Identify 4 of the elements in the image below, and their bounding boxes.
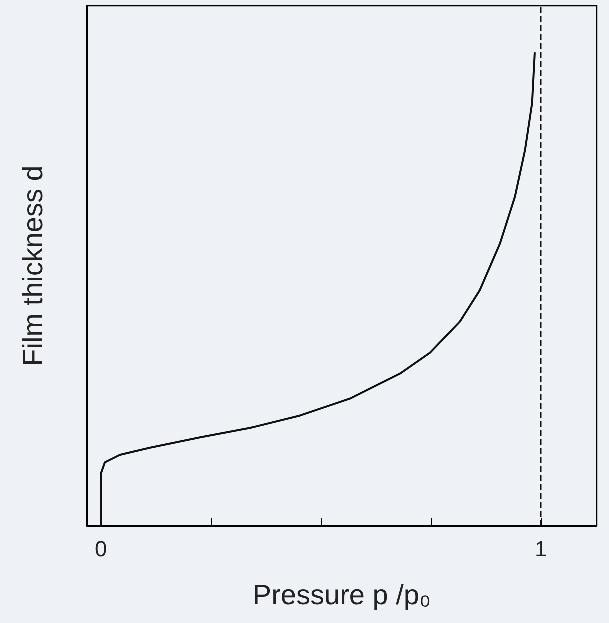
x-tick-label: 1 [534, 536, 548, 562]
x-tick-label: 0 [94, 536, 108, 562]
y-axis-title: Film thickness d [18, 166, 48, 366]
x-axis-title: Pressure p /p₀ [252, 580, 432, 610]
